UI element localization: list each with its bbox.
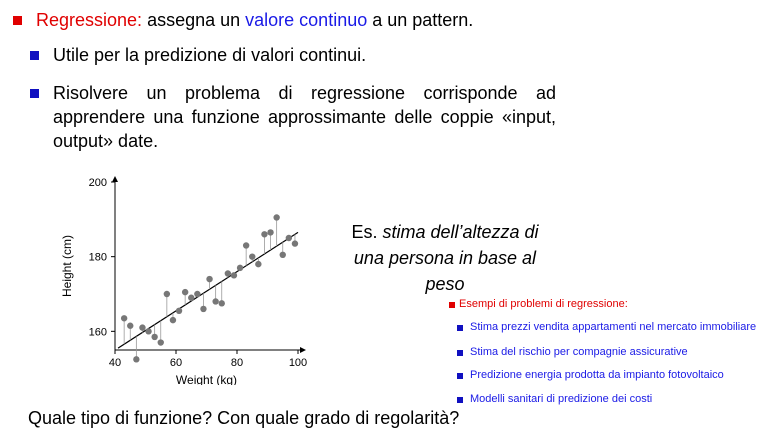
regression-line xyxy=(117,231,299,349)
x-tick-label: 100 xyxy=(289,357,307,369)
highlight-valore-continuo: valore continuo xyxy=(245,10,368,30)
bullet-regressione: Regressione: assegna un valore continuo … xyxy=(36,8,473,32)
bullet-square-icon xyxy=(30,89,39,98)
bullet-square-icon xyxy=(457,397,463,403)
example-item: Stima prezzi vendita appartamenti nel me… xyxy=(470,321,757,333)
data-point xyxy=(169,316,177,324)
bullet1-text-a: assegna un xyxy=(142,10,246,30)
example-text: Es. stima dell’altezza di una persona in… xyxy=(345,219,545,297)
data-point xyxy=(120,315,128,322)
data-point xyxy=(157,339,164,346)
data-point xyxy=(224,270,232,277)
bullet-square-icon xyxy=(457,373,463,379)
y-tick-label: 200 xyxy=(89,177,107,189)
data-point xyxy=(267,229,274,236)
bullet1-text-b: a un pattern. xyxy=(367,10,474,30)
x-axis-arrow xyxy=(300,347,306,353)
data-point xyxy=(194,290,201,298)
y-axis-label: Height (cm) xyxy=(60,235,74,297)
data-point xyxy=(127,322,134,329)
data-point xyxy=(261,231,268,238)
y-axis-arrow xyxy=(112,176,118,182)
example-item: Modelli sanitari di predizione dei costi xyxy=(470,393,653,405)
scatter-chart: 40 60 80 100 160 180 200 Weight (kg) Height (cm) xyxy=(60,176,307,385)
bullet-square-icon xyxy=(457,350,463,356)
data-point xyxy=(206,275,213,283)
x-tick-label: 80 xyxy=(231,357,243,369)
data-point xyxy=(249,253,256,260)
data-point xyxy=(145,328,152,335)
data-point xyxy=(175,307,183,314)
data-point xyxy=(163,290,171,298)
data-point xyxy=(151,333,158,341)
data-point xyxy=(242,242,250,249)
x-tick-label: 60 xyxy=(170,357,182,369)
x-tick-label: 40 xyxy=(109,357,121,369)
y-tick-label: 160 xyxy=(89,326,107,338)
data-point xyxy=(291,240,299,247)
example-prefix: Es. xyxy=(351,222,378,242)
data-point xyxy=(181,288,189,296)
examples-title: Esempi di problemi di regressione: xyxy=(459,298,628,310)
data-point xyxy=(212,298,219,305)
bullet-utile: Utile per la predizione di valori contin… xyxy=(53,45,367,65)
data-point xyxy=(139,324,146,331)
data-point xyxy=(273,214,280,221)
data-point xyxy=(255,260,262,268)
example-item: Stima del rischio per compagnie assicura… xyxy=(470,346,688,358)
bullet-square-icon xyxy=(457,325,463,331)
bullet-risolvere: Risolvere un problema di regressione cor… xyxy=(53,83,556,151)
x-axis-label: Weight (kg) xyxy=(176,373,237,385)
data-point xyxy=(133,356,140,363)
example-italic: stima dell’altezza di una persona in bas… xyxy=(353,222,539,294)
data-point xyxy=(285,234,293,242)
bullet-square-icon xyxy=(30,51,39,60)
y-tick-label: 180 xyxy=(89,252,107,264)
example-item: Predizione energia prodotta da impianto … xyxy=(470,369,724,381)
question-text: Quale tipo di funzione? Con quale grado … xyxy=(28,408,460,428)
term-regressione: Regressione: xyxy=(36,10,143,30)
data-point xyxy=(188,294,195,301)
bullet-square-icon xyxy=(13,16,22,25)
data-point xyxy=(218,300,225,307)
data-point xyxy=(200,305,207,313)
data-point xyxy=(279,251,286,258)
bullet-square-icon xyxy=(449,302,455,308)
data-point xyxy=(230,272,238,279)
data-point xyxy=(236,264,244,272)
